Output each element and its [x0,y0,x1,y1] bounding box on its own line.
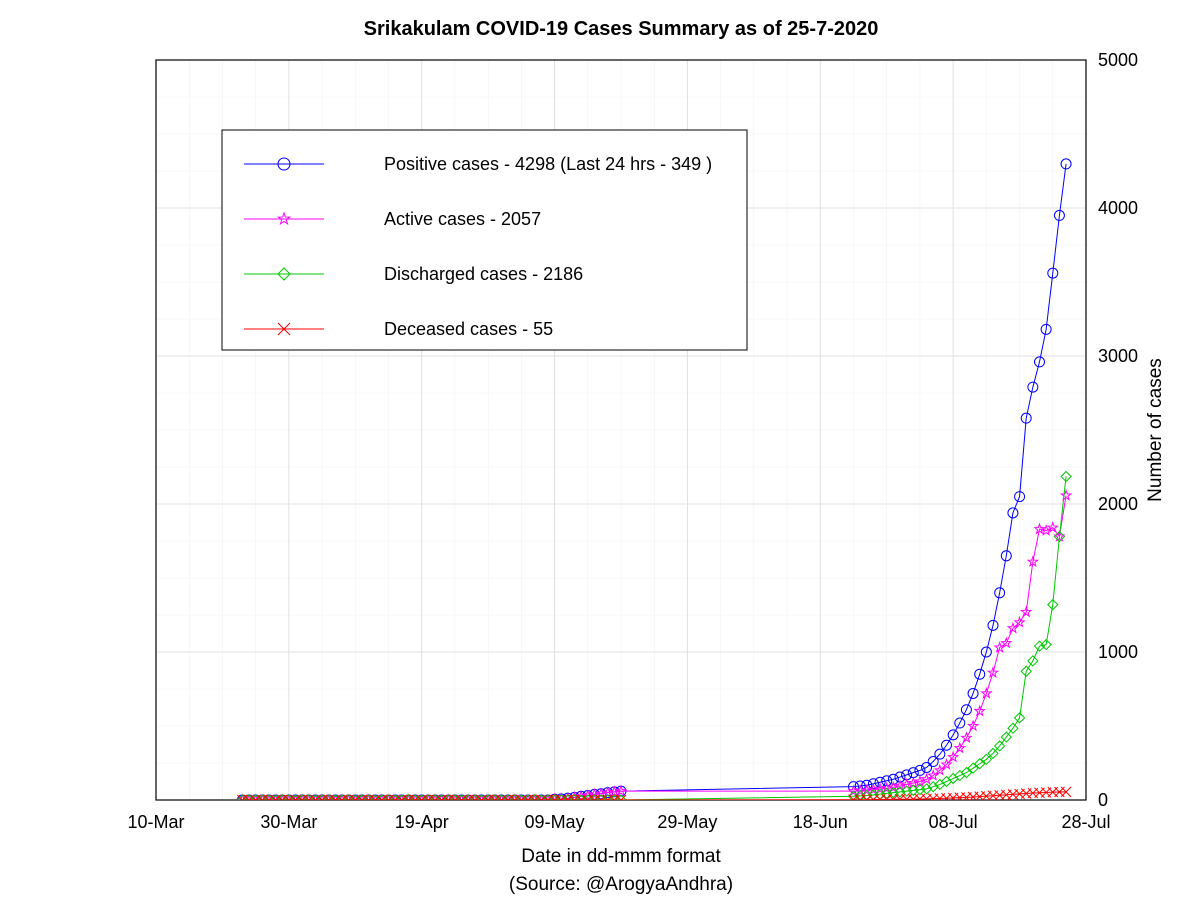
svg-text:29-May: 29-May [657,812,717,832]
svg-text:Positive cases - 4298 (Last 24: Positive cases - 4298 (Last 24 hrs - 349… [384,154,712,174]
svg-text:Number of cases: Number of cases [1145,358,1166,502]
svg-text:Active cases - 2057: Active cases - 2057 [384,209,541,229]
chart-svg: 10-Mar 30-Mar 19-Apr 09-May 29-May 18-Jun 08-J… [0,0,1200,900]
svg-text:(Source: @ArogyaAndhra): (Source: @ArogyaAndhra) [509,874,733,895]
svg-text:1000: 1000 [1098,642,1138,662]
svg-text:Date in dd-mmm format: Date in dd-mmm format [521,846,721,867]
svg-text:10-Mar: 10-Mar [127,812,184,832]
svg-text:28-Jul: 28-Jul [1061,812,1110,832]
svg-text:19-Apr: 19-Apr [395,812,449,832]
svg-text:3000: 3000 [1098,346,1138,366]
chart-container: 10-Mar 30-Mar 19-Apr 09-May 29-May 18-Jun 08-J… [0,0,1200,900]
svg-text:Deceased cases - 55: Deceased cases - 55 [384,319,553,339]
svg-text:Srikakulam COVID-19 Cases Summ: Srikakulam COVID-19 Cases Summary as of … [364,18,879,40]
svg-text:30-Mar: 30-Mar [260,812,317,832]
svg-text:2000: 2000 [1098,494,1138,514]
svg-text:4000: 4000 [1098,198,1138,218]
svg-text:0: 0 [1098,790,1108,810]
svg-text:Discharged cases - 2186: Discharged cases - 2186 [384,264,583,284]
svg-text:09-May: 09-May [525,812,585,832]
svg-text:08-Jul: 08-Jul [929,812,978,832]
svg-text:18-Jun: 18-Jun [793,812,848,832]
svg-text:5000: 5000 [1098,50,1138,70]
